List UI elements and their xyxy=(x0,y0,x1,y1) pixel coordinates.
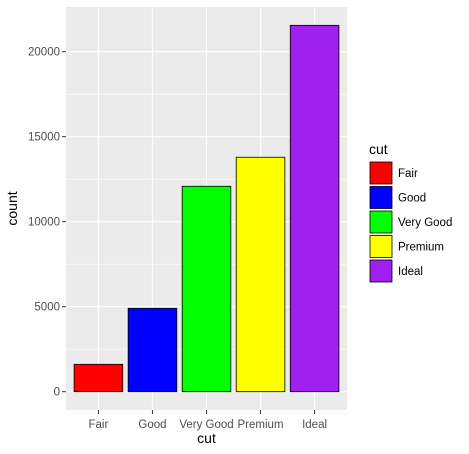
legend-key-very-good xyxy=(369,210,393,234)
x-tick-label: Premium xyxy=(238,419,284,431)
legend-key-premium xyxy=(369,235,393,258)
legend: cut Fair Good Very Good Premium Ideal xyxy=(369,141,452,283)
legend-key-good xyxy=(369,186,393,209)
legend-title: cut xyxy=(369,141,388,157)
x-tick-label: Very Good xyxy=(179,419,233,431)
y-tick-label: 20000 xyxy=(28,47,60,59)
legend-entries: Fair Good Very Good Premium Ideal xyxy=(369,161,452,283)
legend-key-fair xyxy=(369,161,393,185)
bar-ideal xyxy=(289,24,340,393)
x-tick-label: Ideal xyxy=(302,419,327,431)
bar-good xyxy=(127,307,178,393)
y-tick-label: 0 xyxy=(54,387,60,399)
x-axis-title: cut xyxy=(197,430,216,446)
bar-fair xyxy=(73,363,124,393)
y-tick-label: 5000 xyxy=(34,302,60,314)
bars xyxy=(73,24,340,393)
legend-label: Ideal xyxy=(398,266,423,278)
legend-key-ideal xyxy=(369,259,393,283)
legend-label: Very Good xyxy=(398,217,452,229)
y-tick-label: 10000 xyxy=(28,217,60,229)
legend-label: Premium xyxy=(398,242,444,254)
x-tick-label: Fair xyxy=(89,419,109,431)
bar-premium xyxy=(235,156,286,393)
bar-very-good xyxy=(181,185,232,393)
y-tick-label: 15000 xyxy=(28,132,60,144)
legend-label: Good xyxy=(398,193,426,205)
legend-label: Fair xyxy=(398,168,418,180)
x-tick-label: Good xyxy=(138,419,166,431)
y-axis-title: count xyxy=(4,191,20,225)
x-axis: Fair Good Very Good Premium Ideal xyxy=(89,410,327,431)
y-axis: 0 5000 10000 15000 20000 xyxy=(28,47,66,399)
